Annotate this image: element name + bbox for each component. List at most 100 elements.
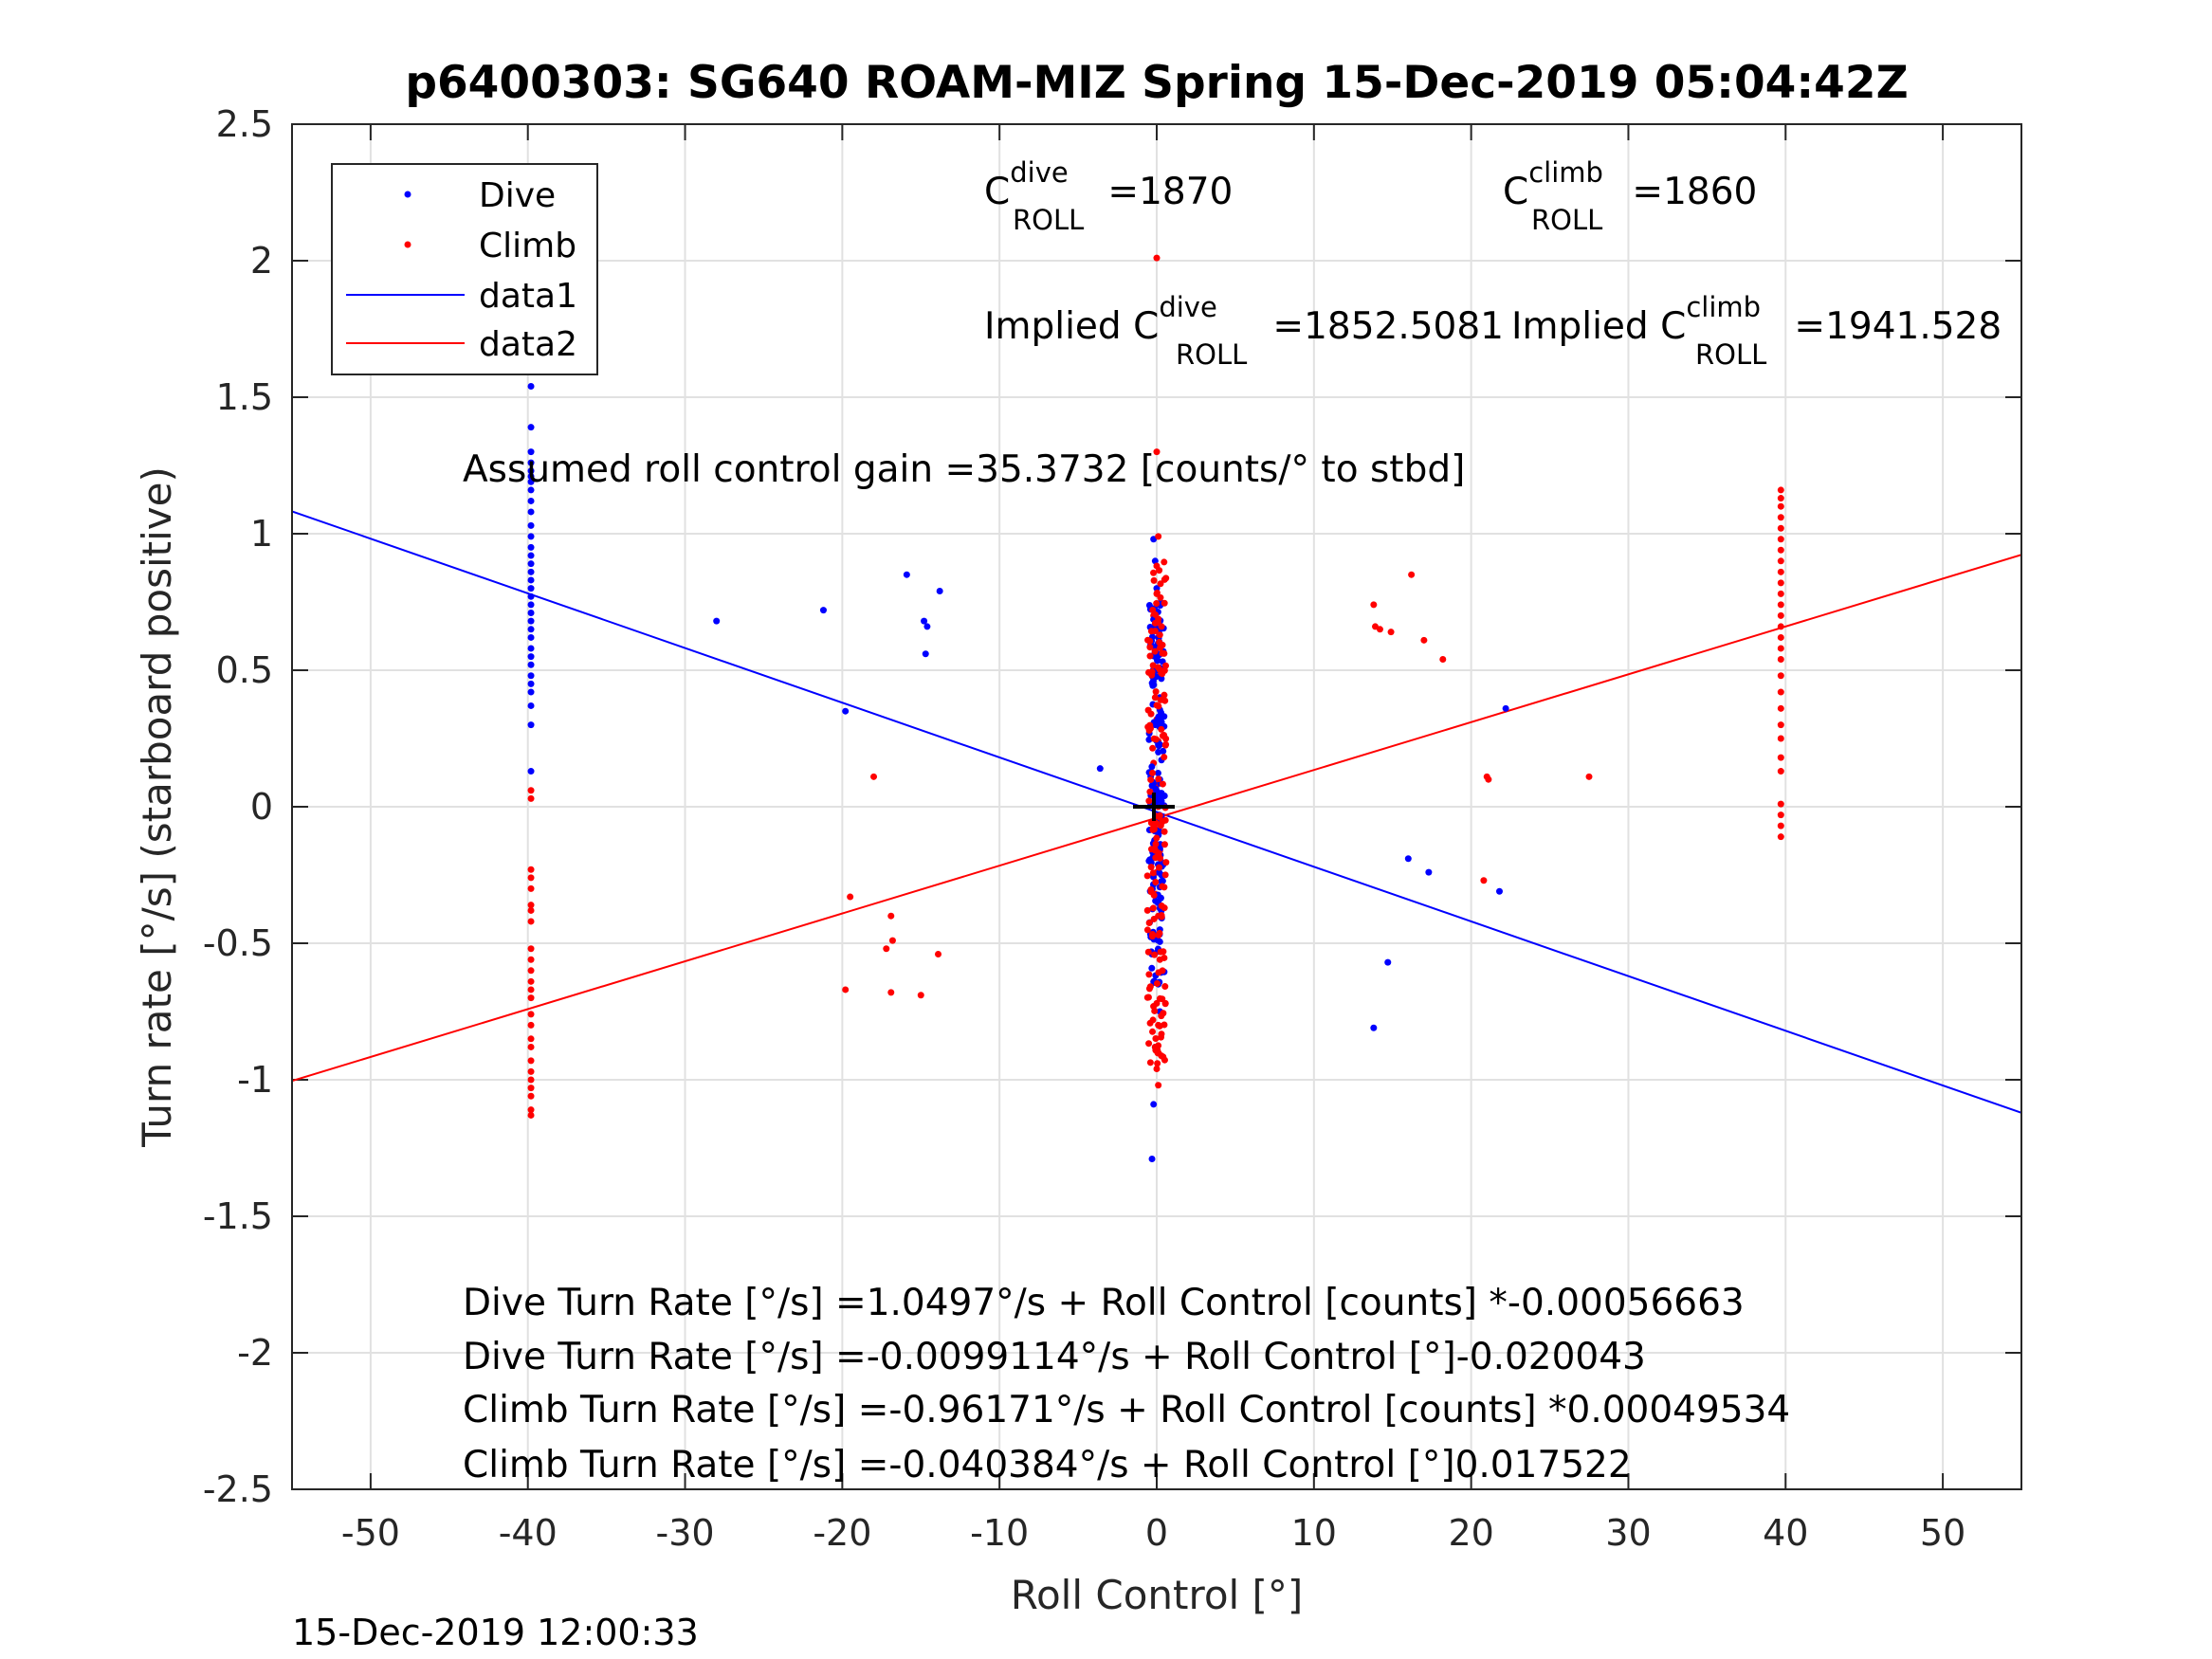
- climb-point: [1158, 913, 1165, 921]
- dive-point: [1160, 747, 1167, 755]
- climb-point: [1150, 915, 1158, 922]
- legend: Dive Climb data1 data2: [331, 163, 598, 375]
- climb-point: [1157, 644, 1164, 651]
- climb-point: [1158, 725, 1165, 733]
- dive-point: [1146, 856, 1154, 864]
- climb-point: [1777, 524, 1784, 532]
- dive-point: [923, 623, 931, 630]
- x-tick-label: 40: [1763, 1512, 1808, 1554]
- legend-label-climb: Climb: [479, 227, 576, 265]
- dive-point: [527, 560, 535, 568]
- dive-point: [527, 568, 535, 575]
- dive-point: [527, 459, 535, 466]
- data1-fit-line: [292, 510, 2021, 1114]
- climb-point: [1777, 811, 1784, 819]
- climb-point: [1147, 864, 1155, 871]
- climb-point: [1154, 1060, 1161, 1067]
- climb-point: [1146, 637, 1154, 645]
- dive-point: [527, 552, 535, 559]
- climb-point: [1146, 788, 1154, 795]
- climb-point: [1152, 1034, 1160, 1042]
- climb-point: [1143, 872, 1151, 880]
- dive-point: [527, 601, 535, 609]
- climb-point: [935, 951, 942, 958]
- equation-line: Climb Turn Rate [°/s] =-0.96171°/s + Rol…: [463, 1389, 1790, 1431]
- dive-point: [1154, 769, 1161, 776]
- x-tick-label: -20: [813, 1512, 871, 1554]
- climb-point: [1153, 834, 1161, 842]
- climb-point: [1147, 628, 1155, 635]
- dive-point: [527, 702, 535, 709]
- climb-point: [1408, 571, 1416, 578]
- climb-point: [527, 945, 535, 953]
- legend-label-dive: Dive: [479, 176, 556, 215]
- climb-point: [527, 1076, 535, 1084]
- dive-point: [527, 448, 535, 456]
- climb-point: [1149, 904, 1157, 912]
- timestamp: 15-Dec-2019 12:00:33: [292, 1612, 699, 1653]
- climb-point: [883, 945, 890, 953]
- implied-c-dive-annotation: Implied Cdive ROLL =1852.5081: [984, 291, 1504, 371]
- climb-point: [527, 794, 535, 802]
- climb-point: [1161, 871, 1169, 879]
- c-climb-base: C: [1503, 171, 1528, 213]
- dive-point: [1384, 958, 1392, 966]
- y-tick-label: 1.5: [216, 376, 273, 418]
- dive-point: [527, 543, 535, 551]
- climb-point: [1147, 888, 1155, 896]
- climb-point: [527, 956, 535, 963]
- dive-point: [527, 721, 535, 729]
- climb-point: [1161, 558, 1168, 566]
- implied-climb-sup: climb: [1686, 291, 1761, 323]
- climb-point: [1485, 775, 1492, 783]
- climb-point: [1156, 864, 1163, 871]
- climb-point: [1777, 536, 1784, 543]
- legend-marker-climb: [404, 241, 411, 248]
- climb-point: [527, 1043, 535, 1050]
- y-tick-label: -1.5: [203, 1195, 273, 1237]
- x-tick-label: -10: [970, 1512, 1029, 1554]
- climb-point: [1150, 569, 1158, 576]
- climb-point: [1777, 579, 1784, 587]
- dive-point: [527, 680, 535, 687]
- climb-point: [1777, 633, 1784, 641]
- climb-point: [1157, 593, 1164, 601]
- climb-point: [1144, 994, 1152, 1001]
- climb-point: [1150, 826, 1158, 833]
- climb-point: [1151, 619, 1159, 627]
- climb-point: [1148, 769, 1156, 776]
- climb-point: [1777, 735, 1784, 742]
- x-tick-label: 30: [1605, 1512, 1651, 1554]
- climb-point: [888, 937, 896, 944]
- c-climb-sup: climb: [1528, 156, 1603, 189]
- climb-point: [1162, 574, 1170, 582]
- climb-point: [1145, 971, 1153, 978]
- climb-point: [1480, 877, 1488, 884]
- c-roll-dive-annotation: Cdive ROLL =1870: [984, 156, 1233, 236]
- dive-point: [1502, 704, 1509, 712]
- c-climb-value: =1860: [1620, 171, 1757, 213]
- dive-point: [1145, 736, 1153, 743]
- climb-point: [1162, 740, 1170, 748]
- climb-point: [1376, 626, 1383, 633]
- dive-point: [1150, 1101, 1158, 1108]
- y-tick-label: -2.5: [203, 1468, 273, 1510]
- climb-point: [1149, 1016, 1157, 1024]
- climb-point: [1145, 1040, 1153, 1048]
- dive-point: [527, 672, 535, 680]
- climb-point: [527, 967, 535, 975]
- climb-point: [1157, 696, 1164, 703]
- climb-point: [1387, 629, 1395, 636]
- dive-point: [1404, 855, 1412, 863]
- climb-point: [1161, 983, 1169, 991]
- climb-point: [1153, 702, 1161, 709]
- dive-point: [527, 382, 535, 390]
- equation-line: Climb Turn Rate [°/s] =-0.040384°/s + Ro…: [463, 1444, 1632, 1486]
- climb-point: [527, 1111, 535, 1119]
- climb-point: [1158, 1012, 1165, 1020]
- implied-dive-value: =1852.5081: [1261, 305, 1504, 348]
- climb-point: [1149, 869, 1157, 877]
- x-axis-label: Roll Control [°]: [1011, 1572, 1304, 1618]
- climb-point: [1152, 879, 1160, 886]
- dive-point: [1153, 719, 1161, 726]
